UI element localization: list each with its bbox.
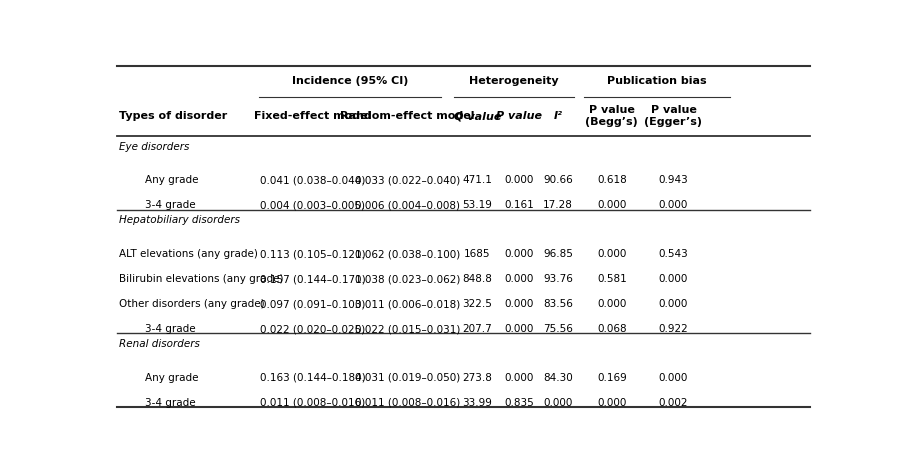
Text: 0.161: 0.161 xyxy=(504,200,534,210)
Text: 0.022 (0.015–0.031): 0.022 (0.015–0.031) xyxy=(354,324,460,334)
Text: 0.022 (0.020–0.025): 0.022 (0.020–0.025) xyxy=(260,324,365,334)
Text: 3-4 grade: 3-4 grade xyxy=(144,200,195,210)
Text: 33.99: 33.99 xyxy=(461,398,492,408)
Text: 0.543: 0.543 xyxy=(658,249,687,259)
Text: P value
(Begg’s): P value (Begg’s) xyxy=(585,106,638,127)
Text: 0.000: 0.000 xyxy=(543,398,572,408)
Text: 0.002: 0.002 xyxy=(658,398,687,408)
Text: Types of disorder: Types of disorder xyxy=(118,111,227,121)
Text: 0.068: 0.068 xyxy=(596,324,626,334)
Text: 0.922: 0.922 xyxy=(658,324,687,334)
Text: 90.66: 90.66 xyxy=(543,175,573,185)
Text: Bilirubin elevations (any grade): Bilirubin elevations (any grade) xyxy=(118,274,283,284)
Text: 0.000: 0.000 xyxy=(597,200,626,210)
Text: 0.000: 0.000 xyxy=(658,200,687,210)
Text: 0.031 (0.019–0.050): 0.031 (0.019–0.050) xyxy=(354,373,460,383)
Text: P value: P value xyxy=(496,111,542,121)
Text: Any grade: Any grade xyxy=(144,373,198,383)
Text: 17.28: 17.28 xyxy=(543,200,573,210)
Text: 0.000: 0.000 xyxy=(597,249,626,259)
Text: Random-effect model: Random-effect model xyxy=(340,111,474,121)
Text: I²: I² xyxy=(553,111,562,121)
Text: 93.76: 93.76 xyxy=(543,274,573,284)
Text: 0.097 (0.091–0.103): 0.097 (0.091–0.103) xyxy=(260,299,365,309)
Text: 0.000: 0.000 xyxy=(504,324,534,334)
Text: 0.163 (0.144–0.184): 0.163 (0.144–0.184) xyxy=(259,373,365,383)
Text: 0.006 (0.004–0.008): 0.006 (0.004–0.008) xyxy=(354,200,460,210)
Text: Q value: Q value xyxy=(453,111,500,121)
Text: 0.943: 0.943 xyxy=(658,175,687,185)
Text: 0.000: 0.000 xyxy=(504,175,534,185)
Text: 0.169: 0.169 xyxy=(596,373,626,383)
Text: 0.000: 0.000 xyxy=(504,373,534,383)
Text: 0.000: 0.000 xyxy=(504,274,534,284)
Text: 84.30: 84.30 xyxy=(543,373,573,383)
Text: P value
(Egger’s): P value (Egger’s) xyxy=(644,106,702,127)
Text: Publication bias: Publication bias xyxy=(606,76,706,87)
Text: Hepatobiliary disorders: Hepatobiliary disorders xyxy=(118,215,239,225)
Text: 0.113 (0.105–0.121): 0.113 (0.105–0.121) xyxy=(259,249,365,259)
Text: 0.000: 0.000 xyxy=(658,274,687,284)
Text: 0.038 (0.023–0.062): 0.038 (0.023–0.062) xyxy=(354,274,460,284)
Text: 1685: 1685 xyxy=(463,249,490,259)
Text: 96.85: 96.85 xyxy=(543,249,573,259)
Text: 75.56: 75.56 xyxy=(543,324,573,334)
Text: Renal disorders: Renal disorders xyxy=(118,339,200,349)
Text: 0.581: 0.581 xyxy=(596,274,626,284)
Text: Other disorders (any grade): Other disorders (any grade) xyxy=(118,299,264,309)
Text: Any grade: Any grade xyxy=(144,175,198,185)
Text: 471.1: 471.1 xyxy=(461,175,492,185)
Text: 0.000: 0.000 xyxy=(504,249,534,259)
Text: 207.7: 207.7 xyxy=(462,324,491,334)
Text: 0.004 (0.003–0.005): 0.004 (0.003–0.005) xyxy=(260,200,365,210)
Text: 53.19: 53.19 xyxy=(461,200,492,210)
Text: Fixed-effect model: Fixed-effect model xyxy=(254,111,371,121)
Text: 0.062 (0.038–0.100): 0.062 (0.038–0.100) xyxy=(354,249,460,259)
Text: 0.011 (0.008–0.016): 0.011 (0.008–0.016) xyxy=(354,398,460,408)
Text: 0.033 (0.022–0.040): 0.033 (0.022–0.040) xyxy=(354,175,460,185)
Text: 0.618: 0.618 xyxy=(596,175,626,185)
Text: 3-4 grade: 3-4 grade xyxy=(144,398,195,408)
Text: 0.041 (0.038–0.044): 0.041 (0.038–0.044) xyxy=(260,175,365,185)
Text: Heterogeneity: Heterogeneity xyxy=(469,76,558,87)
Text: 0.011 (0.008–0.016): 0.011 (0.008–0.016) xyxy=(260,398,365,408)
Text: 848.8: 848.8 xyxy=(461,274,492,284)
Text: 322.5: 322.5 xyxy=(461,299,492,309)
Text: 0.000: 0.000 xyxy=(658,373,687,383)
Text: 0.000: 0.000 xyxy=(597,398,626,408)
Text: 0.157 (0.144–0.171): 0.157 (0.144–0.171) xyxy=(259,274,365,284)
Text: 273.8: 273.8 xyxy=(461,373,492,383)
Text: ALT elevations (any grade): ALT elevations (any grade) xyxy=(118,249,257,259)
Text: Eye disorders: Eye disorders xyxy=(118,142,189,151)
Text: 0.000: 0.000 xyxy=(504,299,534,309)
Text: 0.835: 0.835 xyxy=(504,398,534,408)
Text: 0.011 (0.006–0.018): 0.011 (0.006–0.018) xyxy=(354,299,460,309)
Text: Incidence (95% CI): Incidence (95% CI) xyxy=(292,76,407,87)
Text: 3-4 grade: 3-4 grade xyxy=(144,324,195,334)
Text: 0.000: 0.000 xyxy=(597,299,626,309)
Text: 83.56: 83.56 xyxy=(543,299,573,309)
Text: 0.000: 0.000 xyxy=(658,299,687,309)
